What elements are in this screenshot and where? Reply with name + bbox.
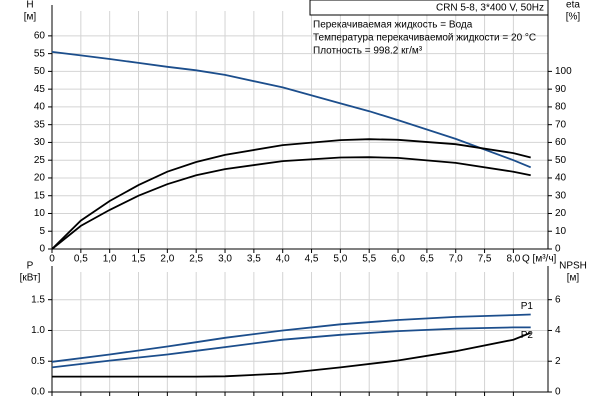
data-line [51, 156, 531, 250]
data-line [51, 313, 531, 363]
y2-tick-label: 40 [555, 173, 567, 184]
annotation: Плотность = 998.2 кг/м³ [313, 46, 423, 57]
y-tick-label: 30 [34, 137, 46, 148]
x-tick-label: 7,5 [478, 254, 492, 265]
x-tick-label: 1,5 [132, 254, 146, 265]
y2-tick-label: 90 [555, 84, 567, 95]
y-tick-label: 20 [34, 173, 46, 184]
y2-axis-label: NPSH [559, 261, 587, 272]
y-tick-label: 5 [39, 226, 45, 237]
y-tick-label: 50 [34, 66, 46, 77]
x-axis-label: Q [м³/ч] [522, 254, 557, 265]
x-tick-label: 2,0 [160, 254, 174, 265]
data-line [51, 138, 531, 250]
y2-axis-label: eta [566, 0, 580, 11]
y2-tick-label: 4 [555, 325, 561, 336]
y2-tick-label: 2 [555, 356, 561, 367]
y2-tick-label: 6 [555, 294, 561, 305]
data-line [51, 326, 531, 369]
data-line [52, 331, 532, 378]
y2-tick-label: 70 [555, 119, 567, 130]
annotation: Температура перекачиваемой жидкости = 20… [313, 33, 536, 44]
y-tick-label: 1.5 [31, 294, 45, 305]
y-tick-label: 15 [34, 190, 46, 201]
x-tick-label: 8,0 [506, 254, 520, 265]
header-box [309, 0, 549, 16]
y-tick-label: 45 [34, 84, 46, 95]
y-tick-label: 0 [39, 244, 45, 255]
x-tick-label: 1,0 [103, 254, 117, 265]
x-tick-label: 4,0 [276, 254, 290, 265]
x-tick-label: 5,5 [362, 254, 376, 265]
y2-tick-label: 0 [555, 387, 561, 398]
y-axis-label: H [26, 0, 33, 11]
y-axis-unit: [м] [24, 12, 37, 23]
x-tick-label: 2,5 [189, 254, 203, 265]
y-tick-label: 0.5 [31, 356, 45, 367]
x-tick-label: 6,0 [391, 254, 405, 265]
y-tick-label: 40 [34, 102, 46, 113]
y-tick-label: 0.0 [31, 387, 45, 398]
y-tick-label: 1.0 [31, 325, 45, 336]
y2-axis-unit: [%] [566, 12, 581, 23]
y2-tick-label: 10 [555, 226, 567, 237]
y-axis-unit: [кВт] [20, 273, 41, 284]
y-tick-label: 10 [34, 208, 46, 219]
y-tick-label: 25 [34, 155, 46, 166]
data-line [51, 51, 532, 169]
x-tick-label: 0 [49, 254, 55, 265]
x-tick-label: 0,5 [74, 254, 88, 265]
series-label: P1 [521, 301, 534, 312]
series-label: P2 [521, 330, 534, 341]
y-tick-label: 55 [34, 48, 46, 59]
header: CRN 5-8, 3*400 V, 50Hz [436, 3, 544, 14]
y2-tick-label: 20 [555, 208, 567, 219]
y2-axis-unit: [м] [567, 273, 580, 284]
y-axis-label: P [27, 261, 34, 272]
x-tick-label: 7,0 [449, 254, 463, 265]
x-tick-label: 6,5 [420, 254, 434, 265]
x-tick-label: 5,0 [333, 254, 347, 265]
x-tick-label: 4,5 [305, 254, 319, 265]
y2-tick-label: 100 [555, 66, 572, 77]
y-tick-label: 35 [34, 119, 46, 130]
y2-tick-label: 80 [555, 102, 567, 113]
y2-tick-label: 0 [555, 244, 561, 255]
y2-tick-label: 30 [555, 190, 567, 201]
x-tick-label: 3,0 [218, 254, 232, 265]
annotation: Перекачиваемая жидкость = Вода [313, 20, 473, 31]
y2-tick-label: 60 [555, 137, 567, 148]
x-tick-label: 3,5 [247, 254, 261, 265]
y2-tick-label: 50 [555, 155, 567, 166]
y-tick-label: 60 [34, 31, 46, 42]
